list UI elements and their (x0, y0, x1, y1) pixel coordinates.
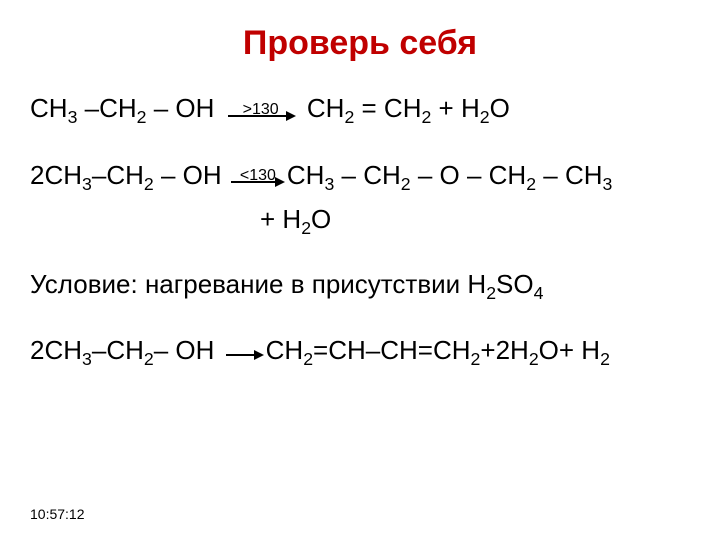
s: 2 (144, 349, 154, 369)
s: 2 (303, 349, 313, 369)
s: 2 (344, 107, 354, 127)
s: 2 (471, 349, 481, 369)
t: = CH (354, 93, 421, 123)
eq2-arrow: <130 (229, 159, 287, 194)
s: 2 (144, 174, 154, 194)
t: – OH (154, 160, 222, 190)
equation-2: 2CH3–CH2 – OH <130 CH3 – CH2 – O – CH2 –… (30, 158, 690, 195)
t: O (490, 93, 510, 123)
s: 2 (137, 107, 147, 127)
s: 3 (68, 107, 78, 127)
t: – OH (154, 335, 215, 365)
t: – CH (536, 160, 602, 190)
s: 4 (534, 284, 544, 304)
t: Условие: нагревание в присутствии H (30, 269, 486, 299)
t: O (311, 204, 331, 234)
s: 2 (480, 107, 490, 127)
t: –CH (92, 160, 144, 190)
eq1-arrow: >130 (222, 93, 300, 128)
s: 2 (486, 284, 496, 304)
arrow-head-icon (254, 350, 264, 360)
t: 2CH (30, 160, 82, 190)
equation-1: CH3 –CH2 – OH >130 CH2 = CH2 + H2O (30, 91, 690, 128)
slide-title: Проверь себя (30, 24, 690, 63)
s: 3 (82, 174, 92, 194)
slide: Проверь себя CH3 –CH2 – OH >130 CH2 = CH… (0, 0, 720, 540)
t: – CH (334, 160, 400, 190)
equation-2-cont: + H2O (30, 202, 690, 237)
t: CH (287, 160, 325, 190)
eq2-lhs: 2CH3–CH2 – OH (30, 160, 229, 190)
eq1-lhs: CH3 –CH2 – OH (30, 93, 222, 123)
eq3-lhs: 2CH3–CH2– OH (30, 335, 222, 365)
s: 2 (421, 107, 431, 127)
s: 2 (529, 349, 539, 369)
t: O+ H (539, 335, 600, 365)
t: + H (260, 204, 301, 234)
t: –CH (77, 93, 136, 123)
s: 2 (600, 349, 610, 369)
equation-3: 2CH3–CH2– OH CH2=CH–CH=CH2+2H2O+ H2 (30, 333, 690, 368)
t: +2H (480, 335, 528, 365)
arrow-head-icon (275, 177, 285, 187)
s: 2 (526, 174, 536, 194)
eq3-rhs: CH2=CH–CH=CH2+2H2O+ H2 (266, 335, 610, 365)
eq2-rhs: CH3 – CH2 – O – CH2 – CH3 (287, 160, 612, 190)
arrow-head-icon (286, 111, 296, 121)
timestamp: 10:57:12 (30, 506, 85, 522)
s: 3 (324, 174, 334, 194)
s: 3 (82, 349, 92, 369)
t: CH (30, 93, 68, 123)
t: SO (496, 269, 534, 299)
t: – O – CH (411, 160, 527, 190)
t: =CH–CH=CH (313, 335, 471, 365)
t: 2CH (30, 335, 82, 365)
condition-line: Условие: нагревание в присутствии H2SO4 (30, 267, 690, 302)
t: – OH (147, 93, 215, 123)
t: CH (307, 93, 345, 123)
arrow-shaft-icon (226, 354, 254, 356)
s: 2 (401, 174, 411, 194)
t: + H (431, 93, 479, 123)
s: 2 (301, 219, 311, 239)
arrow-shaft-icon (231, 181, 275, 183)
t: –CH (92, 335, 144, 365)
arrow-shaft-icon (228, 115, 286, 117)
s: 3 (603, 174, 613, 194)
eq1-rhs: CH2 = CH2 + H2O (307, 93, 510, 123)
t: CH (266, 335, 304, 365)
